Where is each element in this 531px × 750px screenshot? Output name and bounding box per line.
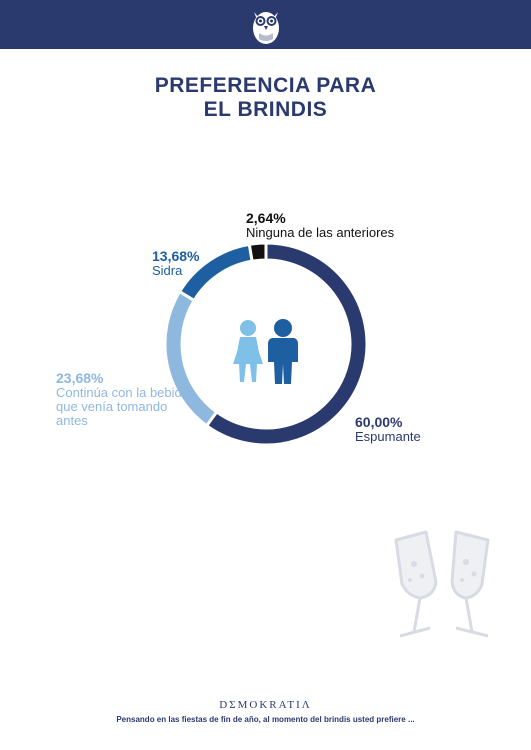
label-continua: 23,68% Continúa con la bebida que venía … [56,370,196,428]
header-bar [0,0,531,49]
label-sidra: 13,68% Sidra [152,248,199,278]
champagne-glasses-icon [394,530,490,638]
label-ninguna: 2,64% Ninguna de las anteriores [246,210,394,240]
title-line-1: PREFERENCIA PARA [154,74,377,97]
survey-question: Pensando en las fiestas de fin de año, a… [116,715,415,724]
man-icon [268,319,298,384]
espumante-name: Espumante [355,429,421,444]
owl-icon [253,12,279,44]
woman-icon [233,320,263,382]
center-people [233,319,298,384]
sidra-name: Sidra [152,263,183,278]
ninguna-name: Ninguna de las anteriores [246,225,395,240]
donut-slices [163,241,369,447]
espumante-percent: 60,00% [355,414,403,430]
brand-logo: DΣMOKRATIΛ [219,699,312,711]
continua-percent: 23,68% [56,370,104,386]
ninguna-percent: 2,64% [246,210,286,226]
continua-name: Continúa con la bebida que venía tomando… [56,385,189,428]
donut-slice-ninguna [247,241,268,263]
label-espumante: 60,00% Espumante [355,414,421,444]
sidra-percent: 13,68% [152,248,200,264]
title-line-2: EL BRINDIS [203,98,328,121]
page-title: PREFERENCIA PARA EL BRINDIS [0,74,531,122]
